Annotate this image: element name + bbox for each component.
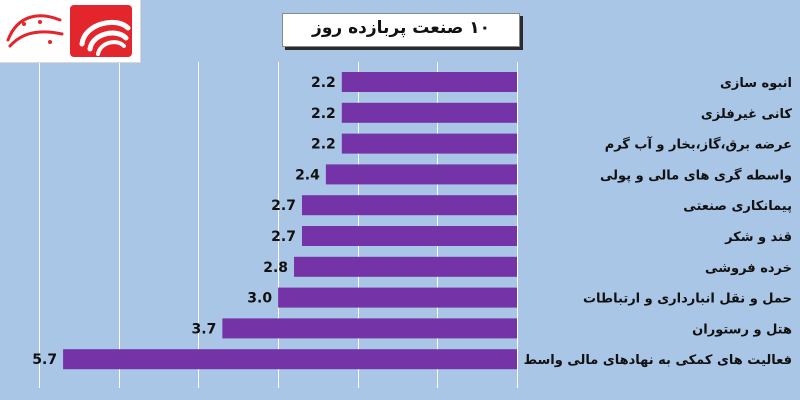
bar <box>341 133 517 154</box>
bar <box>341 72 517 92</box>
bar <box>301 226 517 246</box>
category-label: واسطه گری های مالی و پولی <box>600 167 792 183</box>
bar <box>278 287 517 308</box>
category-label: هتل و رستوران <box>692 322 792 337</box>
value-label: 5.7 <box>32 352 57 368</box>
category-label: کانی غیرفلزی <box>701 107 793 122</box>
bar <box>325 164 517 185</box>
category-label: قند و شکر <box>724 230 792 245</box>
value-label: 2.2 <box>311 137 336 153</box>
value-label: 2.2 <box>311 75 336 91</box>
value-label: 2.7 <box>271 229 296 245</box>
bar <box>222 318 517 339</box>
chart-title: ۱۰ صنعت پربازده روز <box>312 18 490 38</box>
value-label: 3.7 <box>192 321 217 337</box>
category-label: انبوه سازی <box>720 76 792 91</box>
bars <box>63 72 517 370</box>
chart-title-box: ۱۰ صنعت پربازده روز <box>282 13 520 47</box>
category-label: خرده فروشی <box>705 261 792 276</box>
category-labels: انبوه سازی کانی غیرفلزی عرضه برق،گاز،بخار … <box>524 76 793 368</box>
value-labels: 2.2 2.2 2.2 2.4 2.7 2.7 2.8 3.0 3.7 5.7 <box>32 75 336 368</box>
value-label: 2.8 <box>263 260 288 276</box>
bar <box>341 102 517 123</box>
bar <box>63 349 517 370</box>
brand-logo <box>0 0 141 63</box>
bar <box>301 195 517 216</box>
category-label: پیمانکاری صنعتی <box>683 199 792 214</box>
value-label: 2.2 <box>311 106 336 122</box>
value-label: 2.7 <box>271 198 296 214</box>
value-label: 3.0 <box>247 291 272 307</box>
category-label: عرضه برق،گاز،بخار و آب گرم <box>605 136 792 153</box>
value-label: 2.4 <box>295 167 320 183</box>
category-label: فعالیت های کمکی به نهادهای مالی واسط <box>524 353 792 368</box>
category-label: حمل و نقل انبارداری و ارتباطات <box>583 292 792 307</box>
boursnews-logo-icon <box>6 5 132 57</box>
bar <box>294 256 517 277</box>
